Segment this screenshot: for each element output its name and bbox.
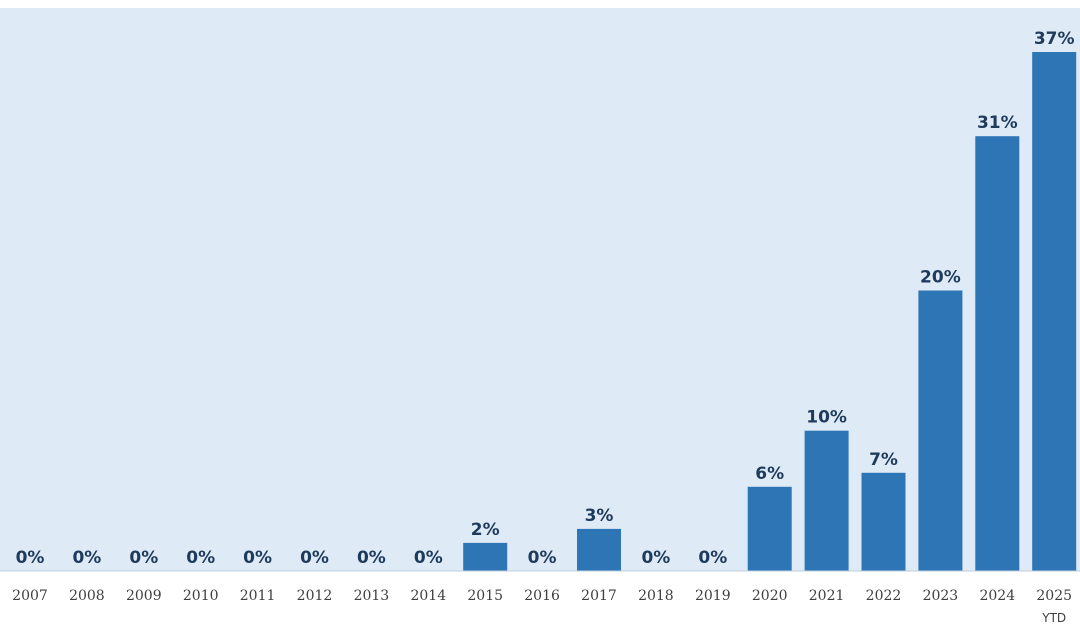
bar-2023 [918,290,963,571]
x-tick-label-2018: 2018 [638,588,674,604]
x-tick-label-2011: 2011 [240,588,276,604]
x-tick-label-2010: 2010 [183,588,219,604]
x-tick-sublabel-2025: YTD [1041,611,1066,625]
value-label-2012: 0% [300,548,329,568]
value-label-2010: 0% [186,548,215,568]
bar-2020 [747,486,792,571]
value-label-2016: 0% [528,548,557,568]
value-label-2007: 0% [16,548,45,568]
value-labels-group: 0% 0% 0% 0% 0% 0% 0% 0% 2% 0% 3% 0% 0% 6% 10% 7% 20% 31% 3… [16,29,1075,568]
bar-2025 [1032,52,1077,571]
x-tick-label-2016: 2016 [524,588,560,604]
value-label-2015: 2% [471,520,500,540]
x-tick-label-2019: 2019 [695,588,731,604]
value-label-2019: 0% [698,548,727,568]
x-tick-label-2015: 2015 [467,588,503,604]
bars-group [463,52,1077,571]
value-label-2021: 10% [806,408,847,428]
plot-background [0,8,1080,571]
bar-2017 [577,528,621,571]
x-tick-label-2020: 2020 [752,588,788,604]
value-label-2009: 0% [129,548,158,568]
x-tick-label-2022: 2022 [866,588,902,604]
x-tick-label-2017: 2017 [581,588,617,604]
bar-2022 [861,472,906,571]
x-tick-label-2021: 2021 [809,588,845,604]
value-label-2020: 6% [755,464,784,484]
x-tick-label-2023: 2023 [923,588,959,604]
bar-2021 [804,430,849,571]
value-label-2025: 37% [1034,29,1075,49]
value-label-2017: 3% [585,506,614,526]
value-label-2022: 7% [869,450,898,470]
x-tick-labels-group: 2007 2008 2009 2010 2011 2012 2013 2014 2015 2016… [12,588,1072,625]
x-tick-label-2024: 2024 [979,588,1015,604]
x-tick-label-2008: 2008 [69,588,105,604]
value-label-2014: 0% [414,548,443,568]
value-label-2018: 0% [641,548,670,568]
value-label-2008: 0% [72,548,101,568]
x-tick-label-2012: 2012 [297,588,333,604]
x-tick-label-2025: 2025 [1036,588,1072,604]
bar-2015 [463,542,508,571]
x-tick-label-2013: 2013 [354,588,390,604]
value-label-2013: 0% [357,548,386,568]
value-label-2011: 0% [243,548,272,568]
x-tick-label-2014: 2014 [410,588,446,604]
x-tick-label-2009: 2009 [126,588,162,604]
x-tick-label-2007: 2007 [12,588,48,604]
value-label-2024: 31% [977,113,1018,133]
value-label-2023: 20% [920,268,961,288]
bar-2024 [975,136,1020,571]
